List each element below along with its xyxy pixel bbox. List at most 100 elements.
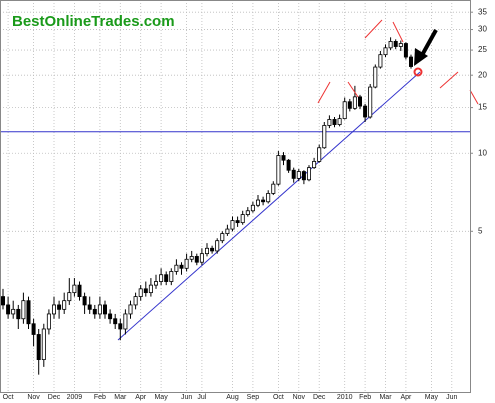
candle-body <box>26 300 31 325</box>
candle-body <box>82 296 87 306</box>
x-tick-label: May <box>425 394 439 401</box>
candle-body <box>235 220 240 224</box>
candle-body <box>312 161 317 169</box>
candle-body <box>301 171 306 181</box>
candle-body <box>36 334 41 361</box>
candle-body <box>67 292 72 302</box>
grid <box>0 0 470 392</box>
x-tick-label: Mar <box>379 394 392 401</box>
candle-body <box>286 159 291 171</box>
arrow <box>414 29 438 66</box>
candle-body <box>128 304 133 315</box>
candle-body <box>327 119 332 126</box>
x-tick-label: Jun <box>446 394 457 401</box>
candle-body <box>41 328 46 361</box>
candle-body <box>383 47 388 56</box>
candle-body <box>296 171 301 179</box>
candle-body <box>393 41 398 47</box>
candle-body <box>225 228 230 234</box>
candle-body <box>133 296 138 306</box>
candle-body <box>276 155 281 185</box>
candle-body <box>97 304 102 315</box>
x-tick-label: Apr <box>135 394 147 401</box>
candle-body <box>46 313 51 330</box>
annotations <box>317 19 479 105</box>
candle-body <box>322 125 327 149</box>
candle-body <box>164 274 169 282</box>
candle-body <box>0 296 6 306</box>
annotation-dash <box>317 81 331 104</box>
y-tick-label: 25 <box>478 45 487 54</box>
x-tick-label: May <box>154 394 168 401</box>
y-tick-label: 5 <box>478 226 483 235</box>
annotation-dash <box>347 81 359 98</box>
y-tick-label: 10 <box>478 148 487 157</box>
candle-body <box>6 304 11 315</box>
candle-body <box>21 300 26 320</box>
x-tick-label: Aug <box>226 394 239 401</box>
candle-body <box>204 247 209 255</box>
candle-body <box>352 96 357 109</box>
annotation-circle <box>413 67 423 77</box>
candle-body <box>138 288 143 297</box>
candle-body <box>52 304 57 315</box>
candle-body <box>123 313 128 330</box>
candle-body <box>373 66 378 88</box>
candle-body <box>16 308 21 320</box>
candle-body <box>357 96 362 107</box>
x-tick-label: Nov <box>27 394 40 401</box>
candle-body <box>408 56 413 67</box>
candle-body <box>250 204 255 212</box>
candle-body <box>148 284 153 294</box>
x-tick-label: Dec <box>313 394 326 401</box>
candle-body <box>266 193 271 203</box>
arrow-head <box>414 48 428 66</box>
candle-body <box>363 105 368 118</box>
candle-body <box>31 323 36 335</box>
candle-body <box>337 118 342 125</box>
candle-body <box>57 304 62 310</box>
x-tick-label: Jul <box>197 394 206 401</box>
candle-body <box>215 240 220 252</box>
plot-border <box>0 0 471 393</box>
candle-body <box>169 271 174 282</box>
annotation-dash <box>439 71 459 89</box>
candle-body <box>92 308 97 315</box>
candle-body <box>255 199 260 206</box>
candle-body <box>143 288 148 294</box>
candle-body <box>332 119 337 125</box>
candle-body <box>317 147 322 162</box>
candle-body <box>261 199 266 203</box>
x-tick-label: Feb <box>359 394 371 401</box>
annotation-dash <box>364 19 383 39</box>
y-tick-label: 15 <box>478 103 487 112</box>
candle-body <box>230 220 235 230</box>
candle-body <box>153 281 158 286</box>
candle-body <box>11 308 16 315</box>
x-tick-label: Mar <box>114 394 127 401</box>
candle-body <box>210 247 215 252</box>
candle-body <box>271 183 276 194</box>
candle-body <box>368 86 373 118</box>
candle-body <box>189 256 194 260</box>
candle-body <box>62 300 67 310</box>
marks <box>0 37 470 375</box>
x-tick-label: Apr <box>400 394 412 401</box>
candle-body <box>378 54 383 68</box>
candle-body <box>87 304 92 310</box>
candle-body <box>403 43 408 58</box>
candle-body <box>245 210 250 215</box>
candle-body <box>220 233 225 242</box>
x-tick-label: Feb <box>94 394 106 401</box>
x-tick-label: Dec <box>48 394 61 401</box>
candle-body <box>240 214 245 224</box>
chart-title: BestOnlineTrades.com <box>12 13 175 30</box>
y-tick-label: 30 <box>478 25 487 34</box>
x-tick-label: Sep <box>247 394 260 401</box>
x-tick-label: 2010 <box>337 394 353 401</box>
candle-body <box>342 101 347 120</box>
candle-body <box>388 41 393 49</box>
candle-body <box>179 264 184 269</box>
